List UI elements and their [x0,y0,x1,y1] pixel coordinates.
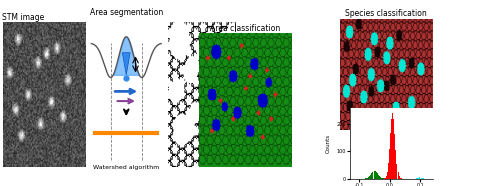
Bar [386,176,387,179]
Bar [374,171,376,179]
Bar [382,178,383,179]
Text: STM image: STM image [2,12,45,22]
Bar [370,175,372,179]
Bar [381,178,382,179]
Bar [388,163,389,179]
Bar [368,177,370,179]
Bar [418,178,420,179]
Bar [390,133,391,179]
Bar [394,134,396,179]
Title: Species classification: Species classification [346,9,427,18]
Bar [389,149,390,179]
Bar [376,173,378,179]
Bar [392,113,394,179]
Bar [398,176,400,179]
Bar [387,172,388,179]
Bar [378,176,380,179]
Title: Area classification: Area classification [210,24,280,33]
Polygon shape [122,53,130,75]
Text: Area segmentation: Area segmentation [90,8,163,17]
Bar [366,178,367,179]
Bar [372,172,374,179]
Bar [396,164,398,179]
Text: Watershed algorithm: Watershed algorithm [93,165,160,170]
Bar [380,177,381,179]
Bar [422,178,424,179]
Bar [384,178,385,179]
Bar [420,178,422,179]
Bar [385,178,386,179]
Y-axis label: Counts: Counts [326,134,331,153]
